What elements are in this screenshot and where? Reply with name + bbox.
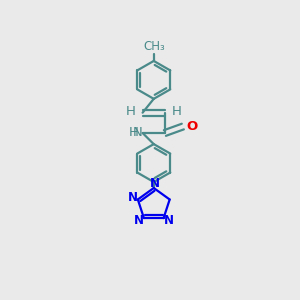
Text: N: N [164, 214, 174, 227]
Text: N: N [128, 191, 138, 204]
Text: O: O [187, 120, 198, 133]
Text: N: N [150, 177, 160, 190]
Text: N: N [133, 126, 142, 139]
Text: H: H [172, 105, 182, 118]
Text: CH₃: CH₃ [143, 40, 165, 53]
Text: H: H [126, 105, 136, 118]
Text: N: N [134, 214, 144, 227]
Text: H: H [129, 126, 139, 139]
